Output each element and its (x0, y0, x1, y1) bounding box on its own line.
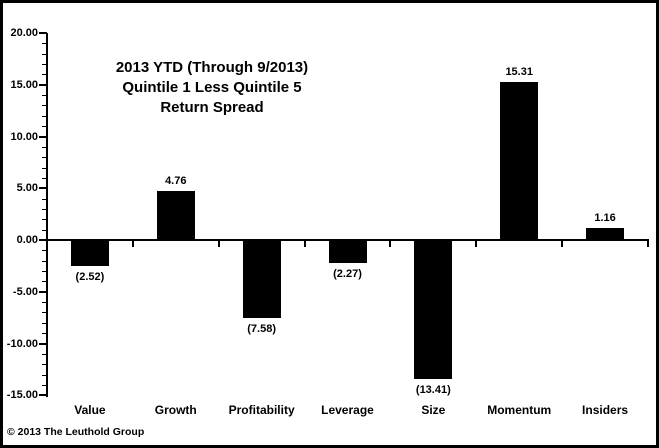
y-major-tick (39, 239, 47, 241)
y-minor-tick (42, 354, 47, 355)
y-minor-tick (42, 178, 47, 179)
y-minor-tick (42, 281, 47, 282)
y-tick-label: 20.00 (10, 27, 38, 39)
category-label: Growth (154, 403, 197, 417)
bar-value-label: 4.76 (165, 174, 187, 187)
y-minor-tick (42, 147, 47, 148)
y-minor-tick (42, 219, 47, 220)
bar (70, 240, 109, 267)
chart-title-line-3: Return Spread (160, 99, 264, 116)
y-minor-tick (42, 302, 47, 303)
y-tick-label: 10.00 (10, 130, 38, 143)
y-minor-tick (42, 199, 47, 200)
bar-value-label: 1.16 (594, 211, 616, 224)
y-tick-label: 15.00 (10, 78, 38, 91)
category-label: Momentum (487, 403, 552, 417)
y-tick-label: 5.00 (16, 182, 38, 195)
x-boundary-tick (217, 241, 220, 247)
y-minor-tick (42, 385, 47, 386)
category-label: Size (421, 403, 446, 417)
bar (156, 190, 195, 240)
y-axis-line (46, 33, 48, 398)
bar-value-label: (2.27) (333, 268, 362, 281)
category-label: Leverage (321, 403, 374, 417)
y-major-tick (39, 187, 47, 189)
bar (414, 240, 453, 379)
y-minor-tick (42, 250, 47, 251)
bar-value-label: 15.31 (505, 65, 533, 78)
category-label: Profitability (228, 403, 295, 417)
bar (328, 240, 367, 264)
bar (586, 227, 625, 240)
y-minor-tick (42, 261, 47, 262)
category-label: Insiders (582, 403, 629, 417)
chart-title: 2013 YTD (Through 9/2013) Quintile 1 Les… (62, 58, 362, 118)
y-minor-tick (42, 64, 47, 65)
x-axis-line (46, 239, 649, 241)
y-tick-label: -5.00 (12, 285, 38, 298)
y-minor-tick (42, 54, 47, 55)
y-tick-label: -15.00 (6, 389, 38, 402)
y-tick-label: -10.00 (6, 337, 38, 350)
y-major-tick (39, 84, 47, 86)
y-major-tick (39, 291, 47, 293)
y-minor-tick (42, 105, 47, 106)
y-minor-tick (42, 95, 47, 96)
chart-title-line-1: 2013 YTD (Through 9/2013) (115, 59, 309, 76)
y-minor-tick (42, 116, 47, 117)
y-major-tick (39, 394, 47, 396)
copyright-text: © 2013 The Leuthold Group (7, 426, 145, 438)
y-minor-tick (42, 271, 47, 272)
y-minor-tick (42, 209, 47, 210)
bar (500, 81, 539, 240)
y-minor-tick (42, 168, 47, 169)
y-minor-tick (42, 157, 47, 158)
y-minor-tick (42, 43, 47, 44)
y-minor-tick (42, 312, 47, 313)
x-boundary-tick (131, 241, 134, 247)
x-boundary-tick (647, 241, 649, 247)
x-boundary-tick (303, 241, 306, 247)
y-minor-tick (42, 364, 47, 365)
chart-title-line-2: Quintile 1 Less Quintile 5 (122, 79, 302, 96)
y-minor-tick (42, 323, 47, 324)
y-major-tick (39, 136, 47, 138)
y-major-tick (39, 343, 47, 345)
bar (242, 240, 281, 319)
bar-value-label: (2.52) (75, 271, 105, 284)
x-boundary-tick (561, 241, 564, 247)
y-minor-tick (42, 230, 47, 231)
x-boundary-tick (475, 241, 478, 247)
y-minor-tick (42, 126, 47, 127)
x-boundary-tick (389, 241, 392, 247)
y-minor-tick (42, 375, 47, 376)
y-tick-label: 0.00 (16, 234, 38, 246)
y-minor-tick (42, 333, 47, 334)
category-label: Value (74, 403, 106, 417)
bar-value-label: (13.41) (415, 383, 451, 396)
y-major-tick (39, 32, 47, 34)
y-minor-tick (42, 74, 47, 75)
bar-value-label: (7.58) (247, 323, 277, 336)
